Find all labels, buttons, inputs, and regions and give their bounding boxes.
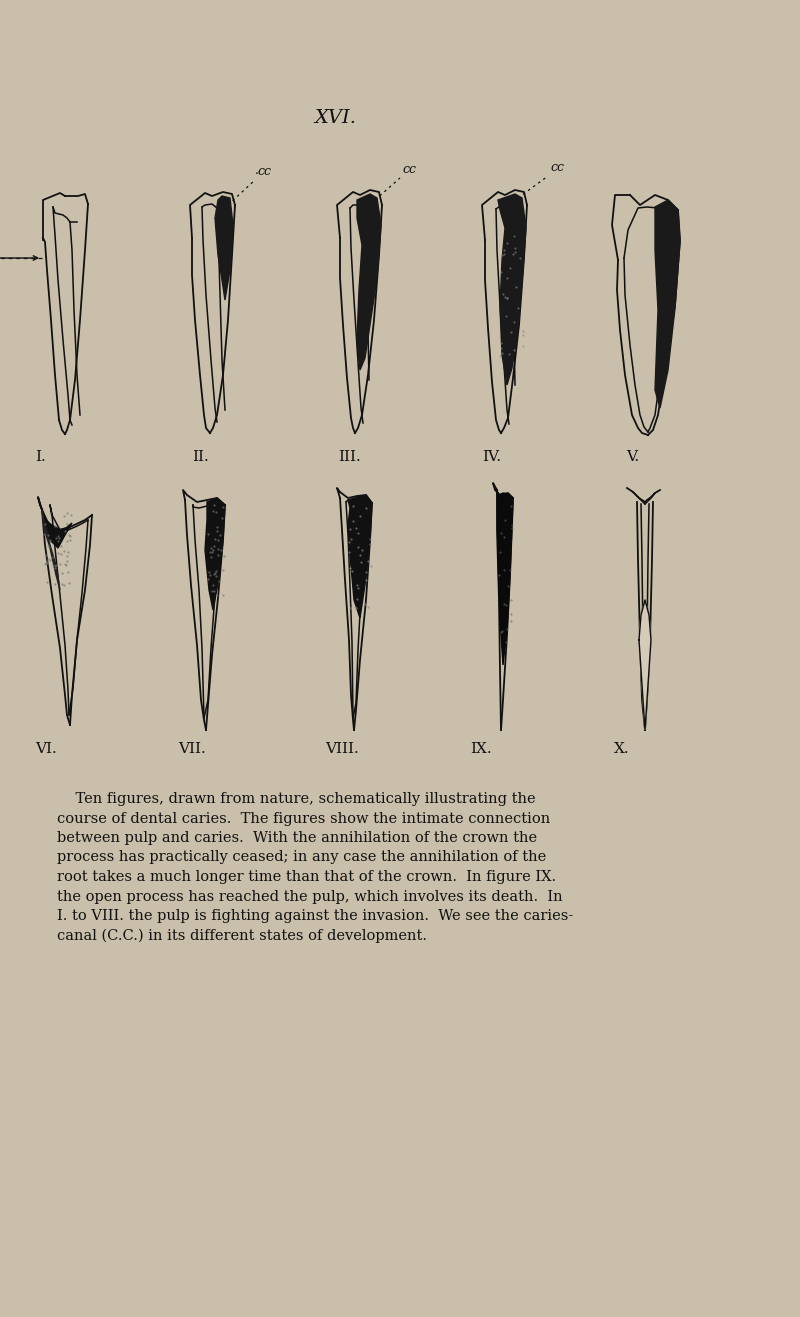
Text: the open process has reached the pulp, which involves its death.  In: the open process has reached the pulp, w…: [57, 889, 562, 903]
Text: process has practically ceased; in any case the annihilation of the: process has practically ceased; in any c…: [57, 851, 546, 864]
Polygon shape: [42, 510, 60, 590]
Text: VII.: VII.: [178, 741, 206, 756]
Text: I. to VIII. the pulp is fighting against the invasion.  We see the caries-: I. to VIII. the pulp is fighting against…: [57, 909, 574, 923]
Text: III.: III.: [338, 450, 361, 464]
Text: I.: I.: [35, 450, 46, 464]
Text: V.: V.: [626, 450, 639, 464]
Polygon shape: [348, 495, 372, 618]
Text: XVI.: XVI.: [314, 109, 356, 126]
Text: course of dental caries.  The figures show the intimate connection: course of dental caries. The figures sho…: [57, 811, 550, 826]
Text: cc: cc: [402, 163, 416, 176]
Text: cc: cc: [257, 165, 271, 178]
Polygon shape: [655, 200, 680, 408]
Text: cc: cc: [550, 161, 564, 174]
Polygon shape: [42, 510, 72, 548]
Polygon shape: [215, 196, 233, 300]
Polygon shape: [357, 194, 381, 370]
Text: canal (C.C.) in its different states of development.: canal (C.C.) in its different states of …: [57, 928, 427, 943]
Text: Ten figures, drawn from nature, schematically illustrating the: Ten figures, drawn from nature, schemati…: [57, 792, 536, 806]
Polygon shape: [497, 491, 513, 665]
Polygon shape: [498, 194, 526, 385]
Text: VI.: VI.: [35, 741, 57, 756]
Text: II.: II.: [192, 450, 209, 464]
Polygon shape: [205, 498, 225, 610]
Text: IX.: IX.: [470, 741, 492, 756]
Text: between pulp and caries.  With the annihilation of the crown the: between pulp and caries. With the annihi…: [57, 831, 537, 846]
Text: root takes a much longer time than that of the crown.  In figure IX.: root takes a much longer time than that …: [57, 871, 556, 884]
Text: .: .: [255, 165, 259, 176]
Text: IV.: IV.: [482, 450, 501, 464]
Text: VIII.: VIII.: [325, 741, 358, 756]
Text: X.: X.: [614, 741, 630, 756]
Polygon shape: [639, 601, 651, 730]
